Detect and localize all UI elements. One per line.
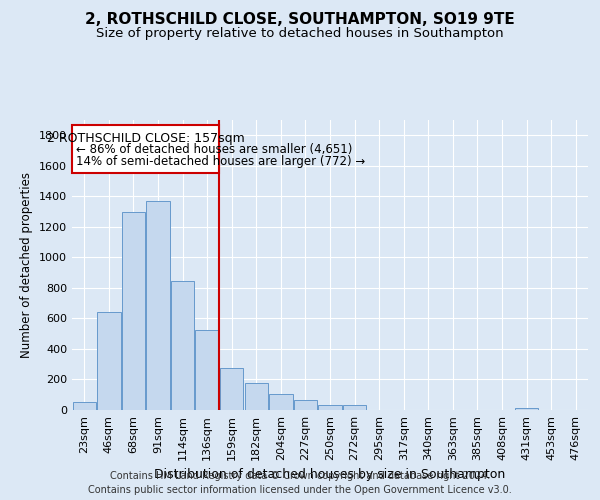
FancyBboxPatch shape: [73, 124, 220, 172]
Text: Size of property relative to detached houses in Southampton: Size of property relative to detached ho…: [96, 28, 504, 40]
Text: Contains HM Land Registry data © Crown copyright and database right 2024.
Contai: Contains HM Land Registry data © Crown c…: [88, 471, 512, 495]
Bar: [97, 312, 121, 410]
X-axis label: Distribution of detached houses by size in Southampton: Distribution of detached houses by size …: [154, 468, 506, 481]
Text: 2, ROTHSCHILD CLOSE, SOUTHAMPTON, SO19 9TE: 2, ROTHSCHILD CLOSE, SOUTHAMPTON, SO19 9…: [85, 12, 515, 28]
Bar: [146, 201, 170, 410]
Bar: [73, 402, 96, 410]
Text: 14% of semi-detached houses are larger (772) →: 14% of semi-detached houses are larger (…: [76, 155, 365, 168]
Bar: [269, 394, 293, 410]
Bar: [515, 408, 538, 410]
Bar: [171, 280, 194, 410]
Bar: [343, 406, 366, 410]
Bar: [220, 368, 244, 410]
Bar: [245, 384, 268, 410]
Bar: [196, 330, 219, 410]
Y-axis label: Number of detached properties: Number of detached properties: [20, 172, 34, 358]
Bar: [319, 404, 341, 410]
Text: 2 ROTHSCHILD CLOSE: 157sqm: 2 ROTHSCHILD CLOSE: 157sqm: [47, 132, 245, 145]
Bar: [294, 400, 317, 410]
Bar: [122, 212, 145, 410]
Text: ← 86% of detached houses are smaller (4,651): ← 86% of detached houses are smaller (4,…: [76, 143, 353, 156]
